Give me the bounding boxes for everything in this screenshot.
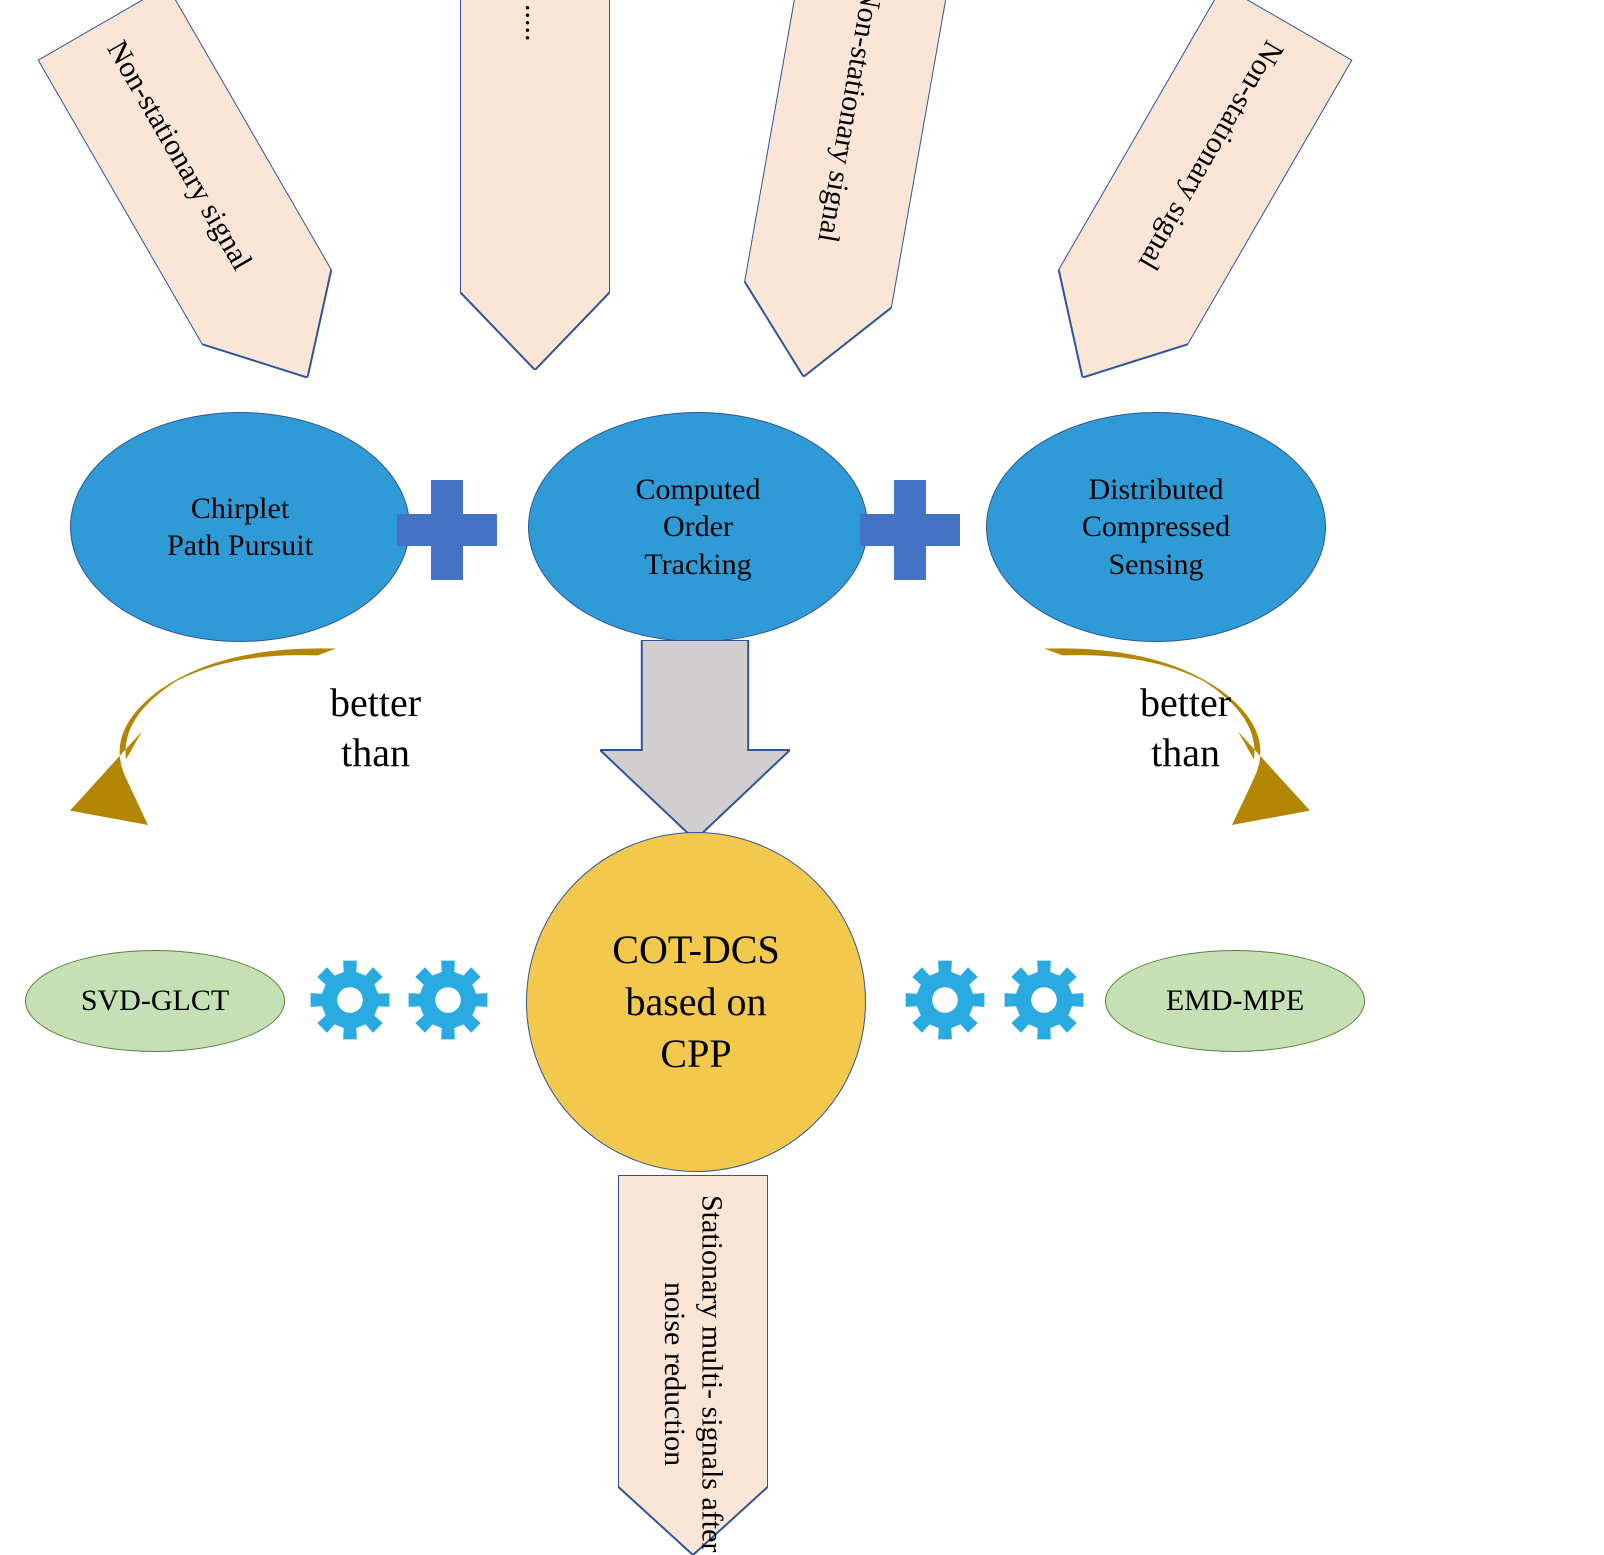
- ellipse-dcs-label: Distributed Compressed Sensing: [1082, 471, 1230, 584]
- big-down-arrow-icon: [600, 640, 790, 845]
- svd-glct: SVD-GLCT: [25, 950, 285, 1052]
- center-circle-label: COT-DCS based on CPP: [612, 924, 779, 1080]
- gear-3-icon: [905, 960, 985, 1045]
- better-left: better than: [330, 678, 421, 778]
- input-4: Non-stationary signal: [1018, 0, 1353, 415]
- plus-1-icon: [397, 480, 497, 580]
- input-3: Non-stationary signal: [730, 0, 951, 390]
- svd-glct-label: SVD-GLCT: [81, 984, 229, 1018]
- ellipse-computed-order: Computed Order Tracking: [528, 412, 868, 642]
- better-right: better than: [1140, 678, 1231, 778]
- ellipse-dcs: Distributed Compressed Sensing: [986, 412, 1326, 642]
- diagram-canvas: Non-stationary signal ..... Non-stationa…: [0, 0, 1604, 1553]
- center-circle: COT-DCS based on CPP: [526, 832, 866, 1172]
- ellipse-chirplet: Chirplet Path Pursuit: [70, 412, 410, 642]
- curved-left-icon: [70, 645, 350, 830]
- gear-1-icon: [310, 960, 390, 1045]
- ellipse-computed-order-label: Computed Order Tracking: [636, 471, 761, 584]
- output-arrow: Stationary multi- signals after noise re…: [618, 1175, 768, 1555]
- ellipse-chirplet-label: Chirplet Path Pursuit: [167, 490, 313, 565]
- input-2-label: .....: [516, 4, 554, 42]
- gear-4-icon: [1004, 960, 1084, 1045]
- emd-mpe-label: EMD-MPE: [1166, 984, 1304, 1018]
- input-1: Non-stationary signal: [38, 0, 373, 415]
- input-2: .....: [460, 0, 610, 370]
- plus-2-icon: [860, 480, 960, 580]
- emd-mpe: EMD-MPE: [1105, 950, 1365, 1052]
- output-arrow-label: Stationary multi- signals after noise re…: [656, 1193, 731, 1555]
- gear-2-icon: [408, 960, 488, 1045]
